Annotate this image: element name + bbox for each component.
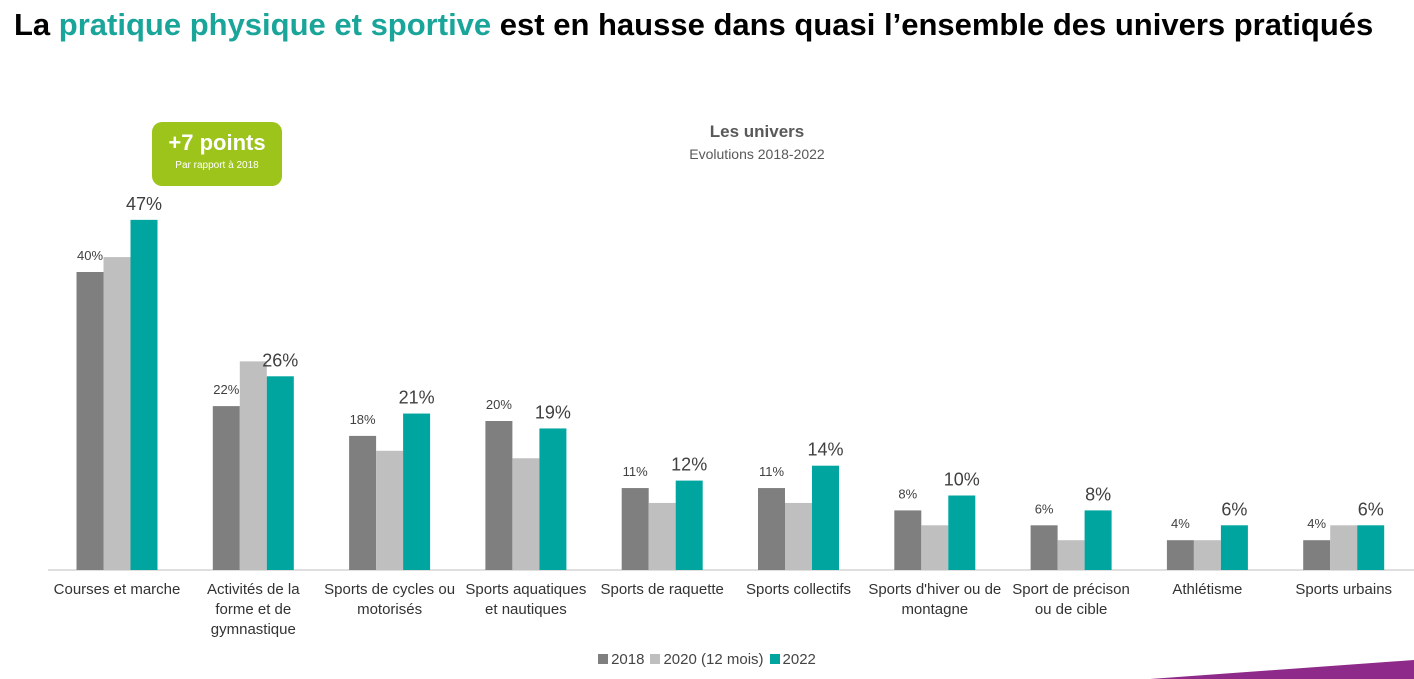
data-label: 20% (486, 397, 512, 412)
bar (1220, 525, 1248, 570)
bar (675, 480, 703, 570)
data-label: 14% (807, 440, 843, 460)
badge: +7 points Par rapport à 2018 (152, 122, 282, 186)
legend-swatch (769, 654, 780, 664)
bar (1193, 540, 1221, 570)
data-label: 22% (213, 382, 239, 397)
data-label: 4% (1307, 516, 1326, 531)
x-tick-label: Sports urbains (1295, 581, 1393, 598)
data-label: 8% (1085, 484, 1111, 504)
data-label: 26% (262, 350, 298, 370)
title-part: est en hausse dans quasi l’ensemble des … (491, 7, 1374, 42)
data-label: 47% (126, 194, 162, 214)
x-tick-label: Sports de cycles ou motorisés (324, 581, 456, 618)
title: La pratique physique et sportive est en … (14, 6, 1384, 44)
bar (1330, 525, 1358, 570)
data-label: 19% (535, 402, 571, 422)
x-tick-label: Sports collectifs (745, 581, 852, 598)
x-tick-label: Sport de précison ou de cible (1012, 581, 1130, 618)
data-label: 10% (944, 470, 980, 490)
bar (894, 510, 922, 570)
legend-item: 2018 (598, 651, 644, 668)
data-label: 40% (77, 248, 103, 263)
bar (76, 272, 104, 570)
bar (512, 458, 540, 570)
data-label: 6% (1221, 499, 1247, 519)
legend-label: 2022 (782, 651, 816, 668)
bar (349, 435, 377, 570)
data-label: 6% (1035, 501, 1054, 516)
chart-title: Les univers (710, 122, 805, 141)
data-label: 18% (350, 412, 376, 427)
title-part: pratique physique et sportive (58, 7, 492, 42)
bar (239, 361, 267, 570)
x-tick-label: Activités de la forme et de gymnastique (207, 581, 300, 638)
bar (212, 406, 240, 570)
legend-label: 2018 (611, 651, 645, 668)
bar (1357, 525, 1385, 570)
x-tick-label: Sports de raquette (600, 581, 724, 598)
bar (130, 219, 158, 570)
legend-label: 2020 (12 mois) (663, 651, 764, 668)
data-label: 21% (399, 388, 435, 408)
bar (403, 413, 431, 570)
badge-note: Par rapport à 2018 (175, 160, 259, 171)
bar (621, 488, 649, 570)
bar (539, 428, 567, 570)
data-label: 11% (759, 464, 784, 479)
bar (266, 376, 294, 570)
bar (948, 495, 976, 570)
bar (785, 502, 812, 570)
bar (376, 450, 404, 570)
data-label: 6% (1358, 499, 1384, 519)
x-tick-label: Sports aquatiques et nautiques (465, 581, 587, 618)
data-label: 11% (623, 464, 648, 479)
bar (812, 465, 839, 570)
bar (648, 502, 676, 570)
bar (1166, 540, 1194, 570)
bar (921, 525, 949, 570)
bar (758, 488, 785, 570)
bar (1303, 540, 1331, 570)
bar (485, 421, 513, 570)
bar (1030, 525, 1058, 570)
legend-swatch (598, 654, 609, 664)
data-label: 12% (671, 455, 707, 475)
decoration (1150, 660, 1414, 679)
data-label: 4% (1171, 516, 1190, 531)
legend: 2018 2020 (12 mois) 2022 (0, 651, 1414, 668)
x-tick-label: Sports d'hiver ou de montagne (868, 581, 1002, 618)
legend-item: 2020 (12 mois) (650, 651, 764, 668)
legend-item: 2022 (769, 651, 816, 668)
data-label: 8% (898, 486, 917, 501)
x-tick-label: Athlétisme (1172, 581, 1243, 598)
chart-subtitle: Evolutions 2018-2022 (689, 146, 825, 162)
badge-headline: +7 points (168, 130, 266, 155)
bar (1057, 540, 1085, 570)
title-part: La (14, 7, 59, 42)
x-tick-label: Courses et marche (53, 581, 181, 598)
bar (1084, 510, 1112, 570)
bar (103, 257, 131, 570)
legend-swatch (650, 654, 661, 664)
